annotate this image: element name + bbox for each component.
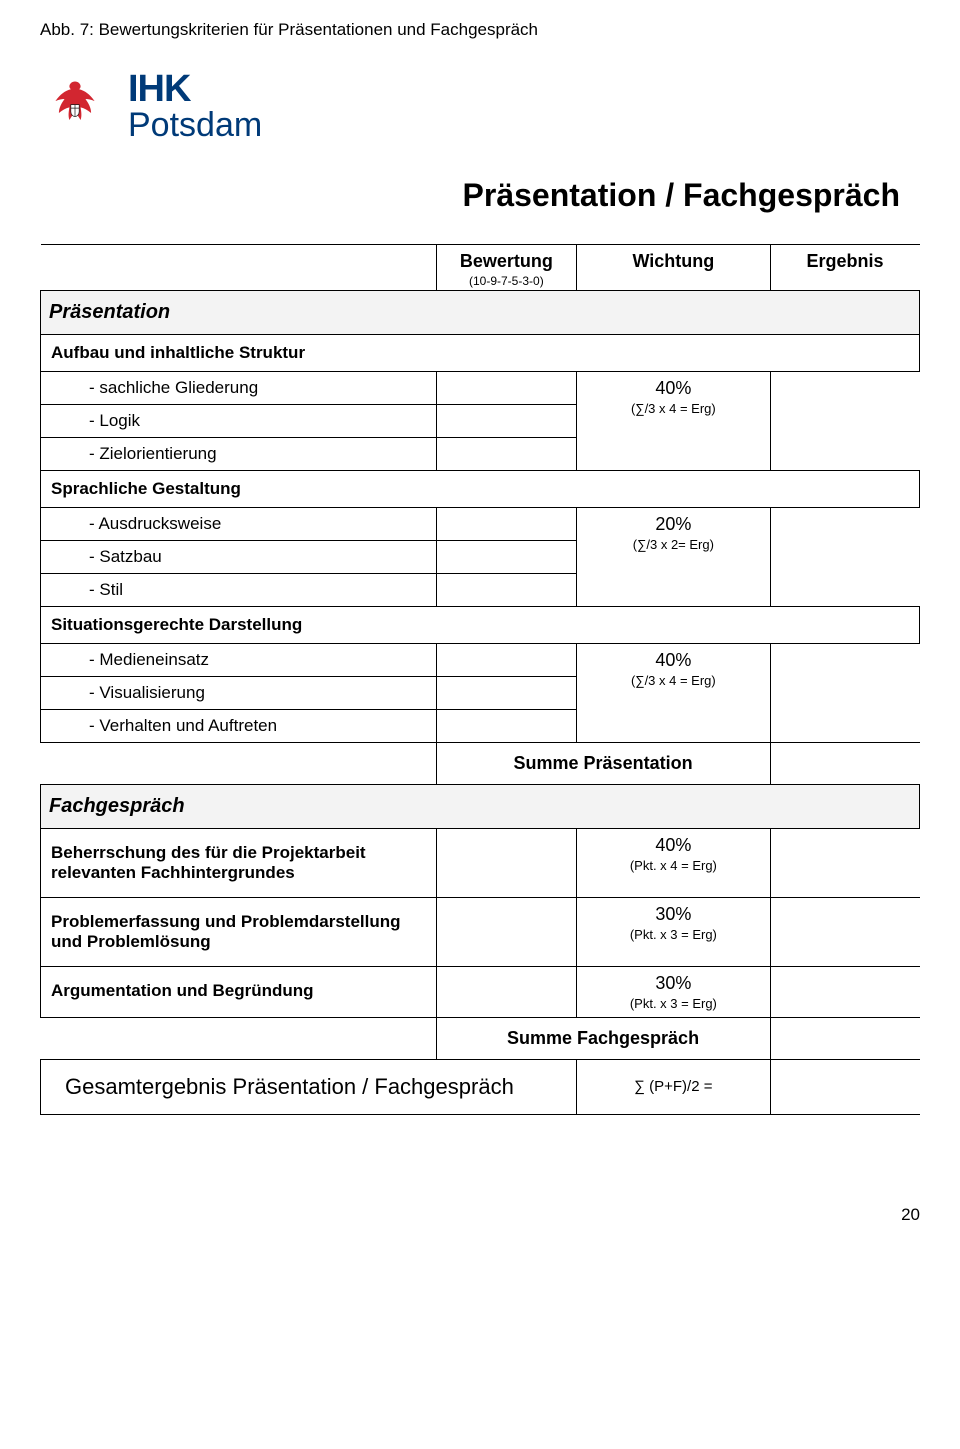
- score-cell: [436, 372, 577, 405]
- col-header-weight: Wichtung: [577, 245, 770, 291]
- gesamt-label: Gesamtergebnis Präsentation / Fachgesprä…: [41, 1060, 577, 1115]
- weight-sprach: 20% (∑/3 x 2= Erg): [577, 508, 770, 607]
- result-aufbau: [770, 372, 919, 471]
- item-stil: - Stil: [41, 574, 437, 607]
- weight-situ-pct: 40%: [581, 650, 765, 671]
- logo-city-text: Potsdam: [128, 108, 262, 142]
- score-cell: [436, 574, 577, 607]
- gesamt-result: [770, 1060, 919, 1115]
- eagle-icon: [40, 71, 110, 141]
- result-problem: [770, 898, 919, 967]
- table-row: - sachliche Gliederung 40% (∑/3 x 4 = Er…: [41, 372, 920, 405]
- score-cell: [436, 438, 577, 471]
- item-ausdruck: - Ausdrucksweise: [41, 508, 437, 541]
- section-praesentation: Präsentation: [41, 291, 920, 335]
- table-row: Problemerfassung und Problemdarstellung …: [41, 898, 920, 967]
- weight-problem-formula: (Pkt. x 3 = Erg): [581, 927, 765, 942]
- page-title: Präsentation / Fachgespräch: [40, 177, 900, 214]
- table-row: - Ausdrucksweise 20% (∑/3 x 2= Erg): [41, 508, 920, 541]
- item-verhalten: - Verhalten und Auftreten: [41, 710, 437, 743]
- score-cell: [436, 967, 577, 1018]
- weight-beherr-formula: (Pkt. x 4 = Erg): [581, 858, 765, 873]
- item-ziel: - Zielorientierung: [41, 438, 437, 471]
- result-arg: [770, 967, 919, 1018]
- weight-situ-formula: (∑/3 x 4 = Erg): [581, 673, 765, 688]
- summe-fach-result: [770, 1018, 919, 1060]
- col-header-score: Bewertung (10-9-7-5-3-0): [436, 245, 577, 291]
- weight-arg-formula: (Pkt. x 3 = Erg): [581, 996, 765, 1011]
- row-summe-praesentation: Summe Präsentation: [41, 743, 920, 785]
- group-sprach: Sprachliche Gestaltung: [41, 471, 920, 508]
- weight-problem: 30% (Pkt. x 3 = Erg): [577, 898, 770, 967]
- score-cell: [436, 898, 577, 967]
- gesamt-formula: ∑ (P+F)/2 =: [577, 1060, 770, 1115]
- row-summe-fachgespraech: Summe Fachgespräch: [41, 1018, 920, 1060]
- table-row: Beherrschung des für die Projektarbeit r…: [41, 829, 920, 898]
- weight-beherr: 40% (Pkt. x 4 = Erg): [577, 829, 770, 898]
- score-cell: [436, 677, 577, 710]
- section-fachgespraech: Fachgespräch: [41, 785, 920, 829]
- weight-sprach-formula: (∑/3 x 2= Erg): [581, 537, 765, 552]
- group-situ: Situationsgerechte Darstellung: [41, 607, 920, 644]
- weight-situ: 40% (∑/3 x 4 = Erg): [577, 644, 770, 743]
- table-row: - Medieneinsatz 40% (∑/3 x 4 = Erg): [41, 644, 920, 677]
- fach-item-argumentation: Argumentation und Begründung: [41, 967, 437, 1018]
- result-situ: [770, 644, 919, 743]
- weight-arg: 30% (Pkt. x 3 = Erg): [577, 967, 770, 1018]
- col-header-score-sub: (10-9-7-5-3-0): [443, 274, 571, 288]
- weight-arg-pct: 30%: [581, 973, 765, 994]
- evaluation-table: Bewertung (10-9-7-5-3-0) Wichtung Ergebn…: [40, 244, 920, 1115]
- weight-problem-pct: 30%: [581, 904, 765, 925]
- score-cell: [436, 541, 577, 574]
- weight-beherr-pct: 40%: [581, 835, 765, 856]
- score-cell: [436, 829, 577, 898]
- weight-aufbau-formula: (∑/3 x 4 = Erg): [581, 401, 765, 416]
- item-visual: - Visualisierung: [41, 677, 437, 710]
- summe-praesentation-label: Summe Präsentation: [436, 743, 770, 785]
- logo-ihk-text: IHK: [128, 70, 262, 108]
- col-header-result: Ergebnis: [770, 245, 919, 291]
- item-gliederung: - sachliche Gliederung: [41, 372, 437, 405]
- score-cell: [436, 710, 577, 743]
- summe-fach-label: Summe Fachgespräch: [436, 1018, 770, 1060]
- weight-aufbau-pct: 40%: [581, 378, 765, 399]
- score-cell: [436, 644, 577, 677]
- item-medien: - Medieneinsatz: [41, 644, 437, 677]
- score-cell: [436, 405, 577, 438]
- group-aufbau: Aufbau und inhaltliche Struktur: [41, 335, 920, 372]
- weight-sprach-pct: 20%: [581, 514, 765, 535]
- result-beherr: [770, 829, 919, 898]
- col-header-score-text: Bewertung: [460, 251, 553, 271]
- fach-item-problem: Problemerfassung und Problemdarstellung …: [41, 898, 437, 967]
- figure-caption: Abb. 7: Bewertungskriterien für Präsenta…: [40, 20, 920, 40]
- table-header-row: Bewertung (10-9-7-5-3-0) Wichtung Ergebn…: [41, 245, 920, 291]
- page-number: 20: [0, 1205, 920, 1225]
- logo: IHK Potsdam: [40, 70, 920, 142]
- summe-praesentation-result: [770, 743, 919, 785]
- weight-aufbau: 40% (∑/3 x 4 = Erg): [577, 372, 770, 471]
- score-cell: [436, 508, 577, 541]
- table-row: Argumentation und Begründung 30% (Pkt. x…: [41, 967, 920, 1018]
- result-sprach: [770, 508, 919, 607]
- item-satzbau: - Satzbau: [41, 541, 437, 574]
- fach-item-beherrschung: Beherrschung des für die Projektarbeit r…: [41, 829, 437, 898]
- item-logik: - Logik: [41, 405, 437, 438]
- row-gesamt: Gesamtergebnis Präsentation / Fachgesprä…: [41, 1060, 920, 1115]
